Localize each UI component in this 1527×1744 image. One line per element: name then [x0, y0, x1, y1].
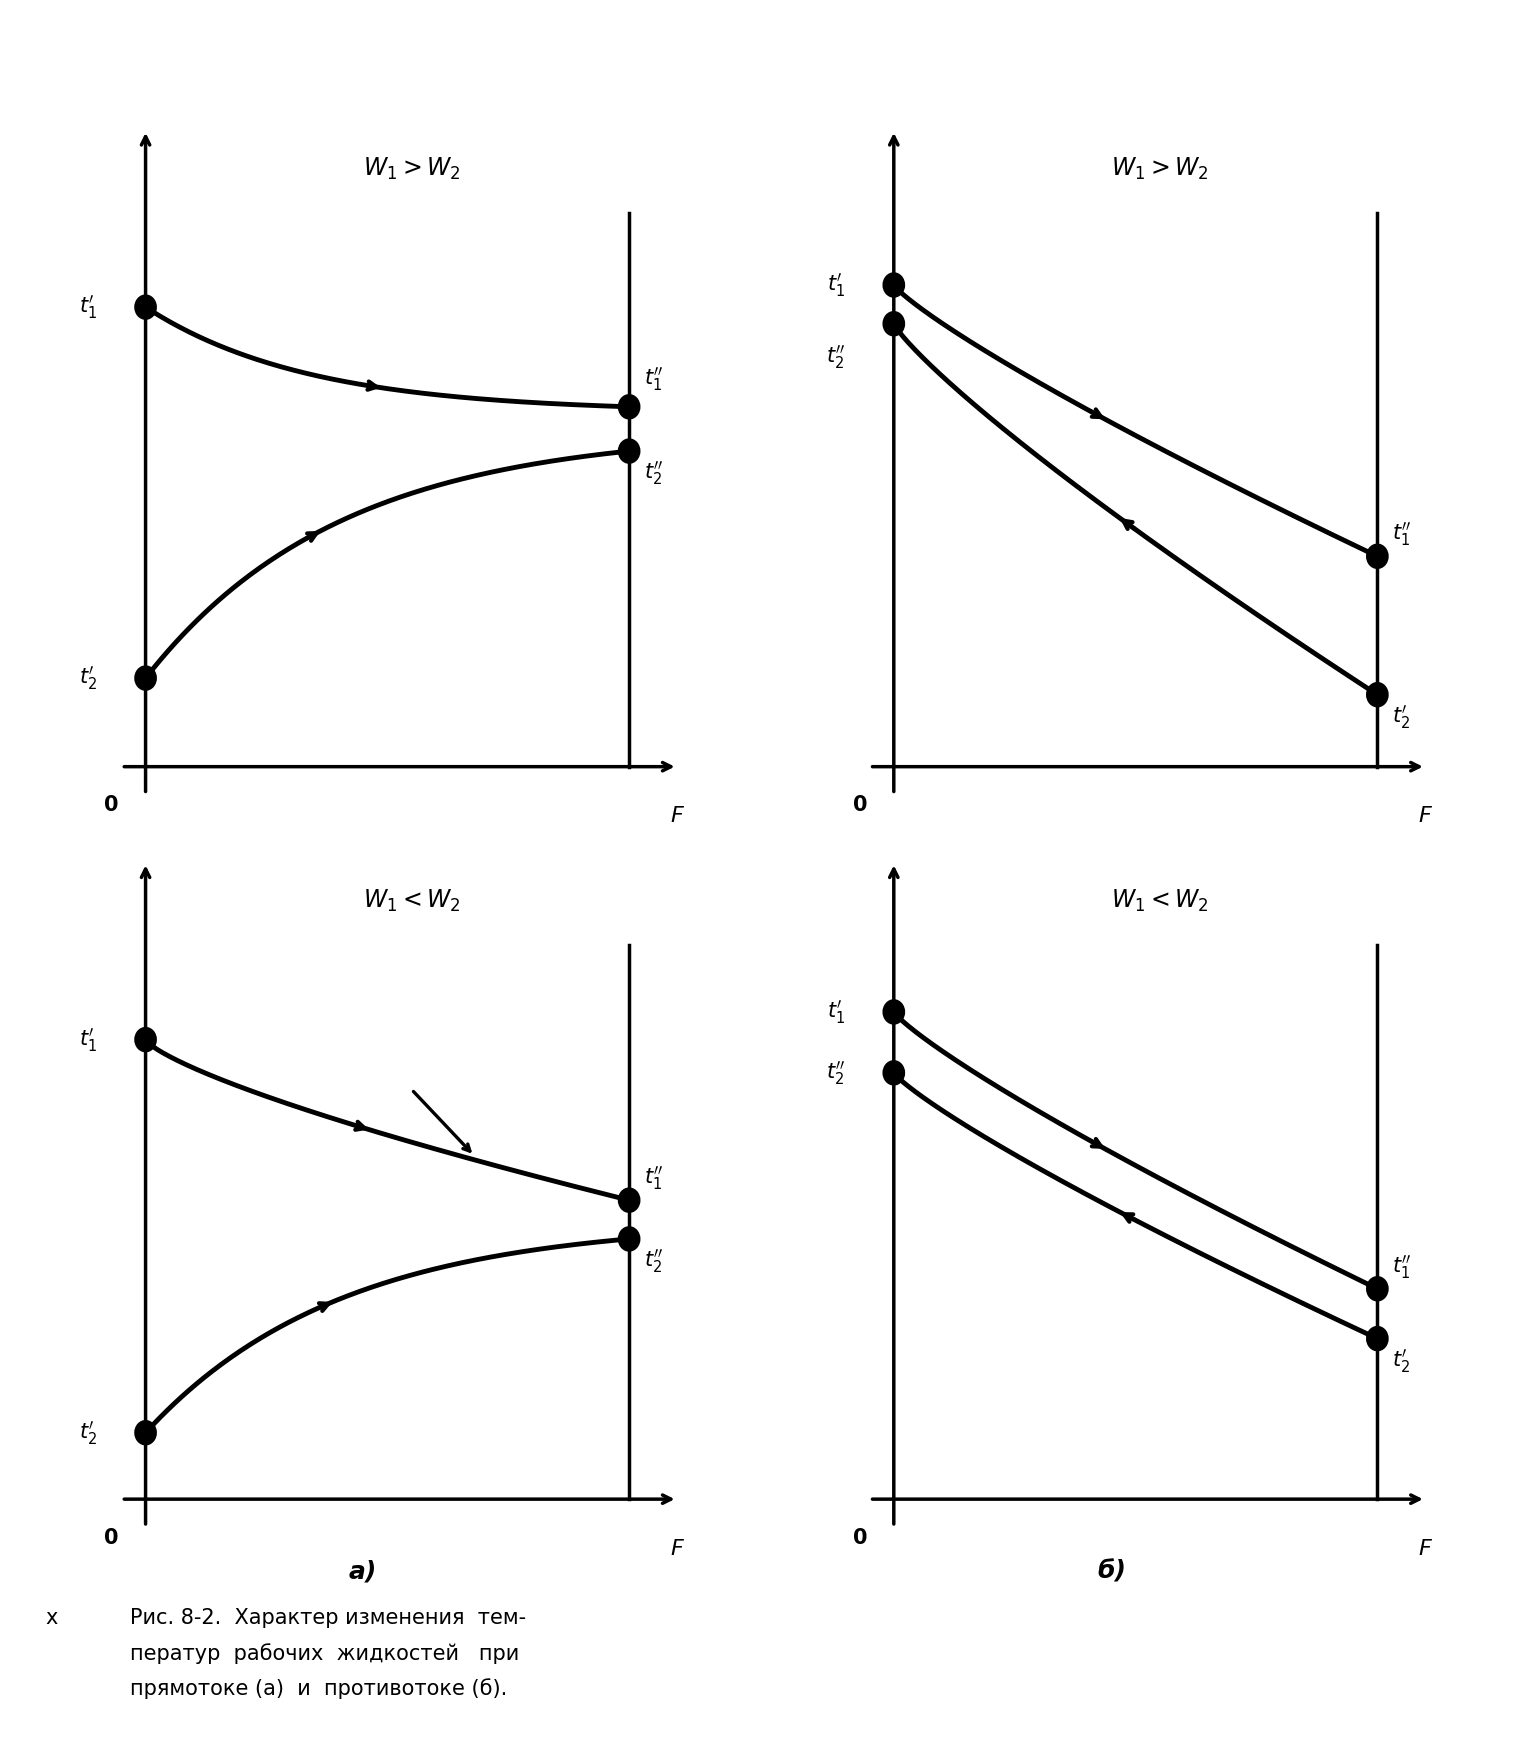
Circle shape: [884, 312, 904, 335]
Text: $t_2''$: $t_2''$: [826, 1059, 846, 1087]
Text: Рис. 8-2.  Характер изменения  тем-: Рис. 8-2. Характер изменения тем-: [130, 1608, 525, 1629]
Text: $W_1 < W_2$: $W_1 < W_2$: [362, 888, 461, 914]
Text: $F$: $F$: [670, 806, 686, 827]
Circle shape: [1368, 684, 1387, 706]
Text: $F$: $F$: [1419, 1538, 1434, 1559]
Circle shape: [620, 1189, 638, 1212]
Text: $W_1 > W_2$: $W_1 > W_2$: [362, 155, 461, 181]
Circle shape: [1368, 546, 1387, 567]
Circle shape: [136, 1421, 156, 1444]
Text: $t_2''$: $t_2''$: [826, 344, 846, 371]
Text: 0: 0: [852, 1528, 867, 1549]
Circle shape: [620, 396, 638, 419]
Text: $t_1''$: $t_1''$: [1393, 1252, 1411, 1280]
Text: $t_1'$: $t_1'$: [79, 1025, 98, 1053]
Circle shape: [136, 666, 156, 689]
Text: $F$: $F$: [670, 1538, 686, 1559]
Text: $W_1 < W_2$: $W_1 < W_2$: [1110, 888, 1209, 914]
Text: $t_2'$: $t_2'$: [79, 1418, 98, 1448]
Circle shape: [136, 1029, 156, 1050]
Text: 0: 0: [104, 795, 119, 816]
Text: прямотоке (а)  и  противотоке (б).: прямотоке (а) и противотоке (б).: [130, 1678, 507, 1699]
Circle shape: [1368, 1327, 1387, 1350]
Text: $F$: $F$: [1419, 806, 1434, 827]
Text: ператур  рабочих  жидкостей   при: ператур рабочих жидкостей при: [130, 1643, 519, 1664]
Text: $t_1''$: $t_1''$: [644, 1163, 663, 1193]
Text: $t_1''$: $t_1''$: [644, 364, 663, 392]
Text: б): б): [1096, 1559, 1125, 1584]
Text: $t_2'$: $t_2'$: [1393, 1346, 1409, 1374]
Text: $W_1 > W_2$: $W_1 > W_2$: [1110, 155, 1209, 181]
Circle shape: [620, 439, 638, 462]
Text: $t_2'$: $t_2'$: [1393, 703, 1409, 731]
Circle shape: [884, 1062, 904, 1085]
Text: $t_1'$: $t_1'$: [828, 270, 846, 298]
Text: 0: 0: [852, 795, 867, 816]
Text: $t_1'$: $t_1'$: [828, 998, 846, 1025]
Text: $t_2'$: $t_2'$: [79, 664, 98, 692]
Text: $t_1''$: $t_1''$: [1393, 520, 1411, 548]
Text: $t_1'$: $t_1'$: [79, 293, 98, 321]
Text: 0: 0: [104, 1528, 119, 1549]
Circle shape: [1368, 1278, 1387, 1299]
Text: $t_2''$: $t_2''$: [644, 459, 663, 487]
Circle shape: [884, 1001, 904, 1024]
Text: х: х: [46, 1608, 58, 1629]
Text: а): а): [350, 1559, 377, 1584]
Text: $t_2''$: $t_2''$: [644, 1247, 663, 1275]
Circle shape: [136, 296, 156, 317]
Circle shape: [620, 1228, 638, 1250]
Circle shape: [884, 274, 904, 296]
